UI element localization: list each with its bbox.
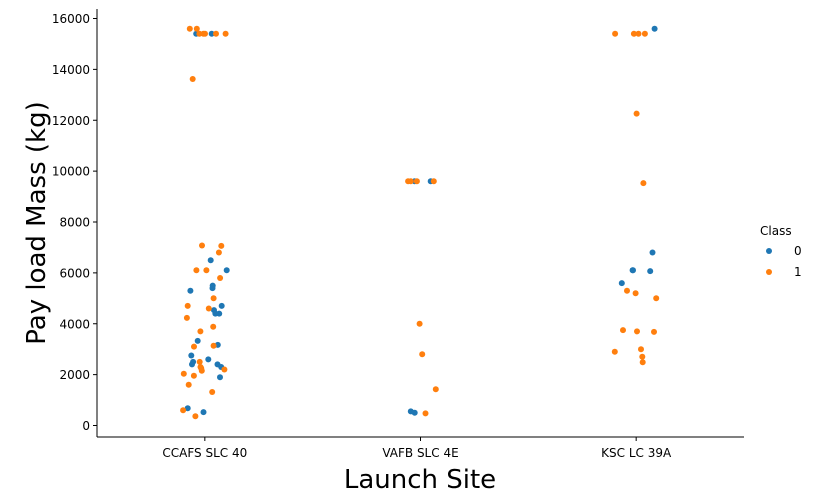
data-point-class-0	[188, 352, 195, 359]
data-point-class-1	[639, 359, 646, 366]
y-axis-title: Pay load Mass (kg)	[22, 101, 52, 345]
x-tick-label: CCAFS SLC 40	[162, 446, 247, 460]
data-point-class-1	[620, 327, 626, 334]
data-point-class-1	[633, 110, 640, 117]
x-ticks: CCAFS SLC 40 VAFB SLC 4E KSC LC 39A	[162, 437, 672, 460]
data-point-class-1	[191, 343, 197, 350]
data-point-class-1	[221, 366, 228, 373]
data-point-class-1	[192, 413, 199, 420]
data-point-class-1	[189, 76, 196, 82]
y-tick-label: 8000	[59, 216, 90, 230]
data-point-class-1	[218, 242, 225, 249]
data-point-class-0	[647, 268, 654, 275]
legend-title: Class	[760, 224, 792, 238]
data-point-class-1	[635, 30, 642, 37]
data-point-class-1	[203, 267, 210, 274]
data-point-class-1	[180, 407, 187, 414]
data-point-class-1	[653, 295, 660, 302]
data-point-class-0	[651, 25, 658, 32]
data-point-class-1	[186, 25, 193, 32]
data-point-class-1	[651, 328, 657, 335]
y-tick-label: 10000	[52, 165, 90, 179]
data-point-class-1	[199, 242, 205, 249]
data-point-class-0	[205, 356, 212, 363]
data-point-class-1	[198, 367, 205, 374]
data-point-class-1	[611, 348, 618, 355]
data-point-class-1	[405, 178, 412, 185]
data-point-class-1	[200, 30, 207, 37]
data-point-class-1	[190, 372, 197, 379]
data-point-class-0	[218, 302, 225, 309]
legend-label-0: 0	[794, 244, 802, 258]
data-point-class-0	[208, 30, 215, 37]
y-tick-label: 16000	[52, 12, 90, 26]
data-point-class-1	[419, 351, 426, 358]
data-point-class-1	[210, 323, 217, 330]
data-point-class-1	[215, 249, 222, 256]
data-point-class-1	[183, 314, 190, 321]
data-point-class-1	[640, 180, 647, 187]
data-point-class-1	[193, 267, 200, 274]
data-point-class-0	[194, 337, 201, 344]
data-point-class-1	[185, 381, 192, 388]
data-point-class-1	[197, 328, 204, 335]
data-point-class-0	[207, 257, 214, 264]
y-tick-label: 12000	[52, 114, 90, 128]
data-point-class-0	[212, 310, 219, 317]
data-point-class-1	[630, 30, 637, 37]
data-point-class-0	[411, 409, 418, 416]
legend: Class 0 1	[760, 224, 802, 279]
data-point-class-1	[210, 342, 217, 349]
data-point-class-0	[223, 267, 230, 274]
data-point-class-1	[641, 30, 648, 37]
y-tick-label: 6000	[59, 266, 90, 280]
data-point-class-1	[638, 346, 644, 353]
legend-marker-1	[766, 269, 772, 275]
y-ticks: 0 2000 4000 6000 8000 10000 12000 14000 16000	[52, 12, 97, 433]
y-tick-label: 0	[82, 419, 90, 433]
data-point-class-0	[187, 287, 194, 294]
data-point-class-0	[217, 374, 223, 381]
data-point-class-1	[416, 320, 423, 327]
data-point-class-1	[430, 178, 437, 185]
data-point-class-0	[200, 409, 207, 416]
data-point-class-0	[189, 361, 195, 368]
data-point-class-1	[196, 358, 203, 365]
data-point-class-1	[180, 370, 187, 377]
data-point-class-1	[184, 302, 191, 309]
data-point-class-1	[213, 30, 219, 37]
x-tick-label: KSC LC 39A	[601, 446, 672, 460]
data-point-class-1	[432, 386, 439, 393]
data-point-class-1	[422, 410, 429, 417]
data-point-class-1	[612, 30, 619, 37]
data-point-class-0	[649, 249, 656, 256]
points-layer	[180, 25, 660, 420]
data-point-class-1	[639, 353, 646, 360]
data-point-class-1	[624, 287, 630, 294]
data-point-class-1	[209, 389, 216, 395]
y-tick-label: 14000	[52, 63, 90, 77]
data-point-class-1	[634, 328, 640, 335]
data-point-class-1	[193, 25, 200, 32]
y-tick-label: 2000	[59, 368, 90, 382]
data-point-class-0	[209, 285, 216, 292]
data-point-class-1	[413, 178, 420, 185]
data-point-class-1	[632, 290, 639, 297]
data-point-class-1	[210, 295, 217, 302]
data-point-class-1	[205, 305, 212, 312]
legend-marker-0	[766, 248, 772, 254]
data-point-class-1	[217, 275, 224, 281]
data-point-class-0	[630, 267, 636, 274]
x-axis-title: Launch Site	[344, 465, 496, 495]
y-tick-label: 4000	[59, 317, 90, 331]
data-point-class-0	[184, 405, 191, 412]
data-point-class-0	[618, 280, 625, 287]
x-tick-label: VAFB SLC 4E	[382, 446, 458, 460]
legend-label-1: 1	[794, 265, 802, 279]
data-point-class-1	[222, 30, 229, 37]
